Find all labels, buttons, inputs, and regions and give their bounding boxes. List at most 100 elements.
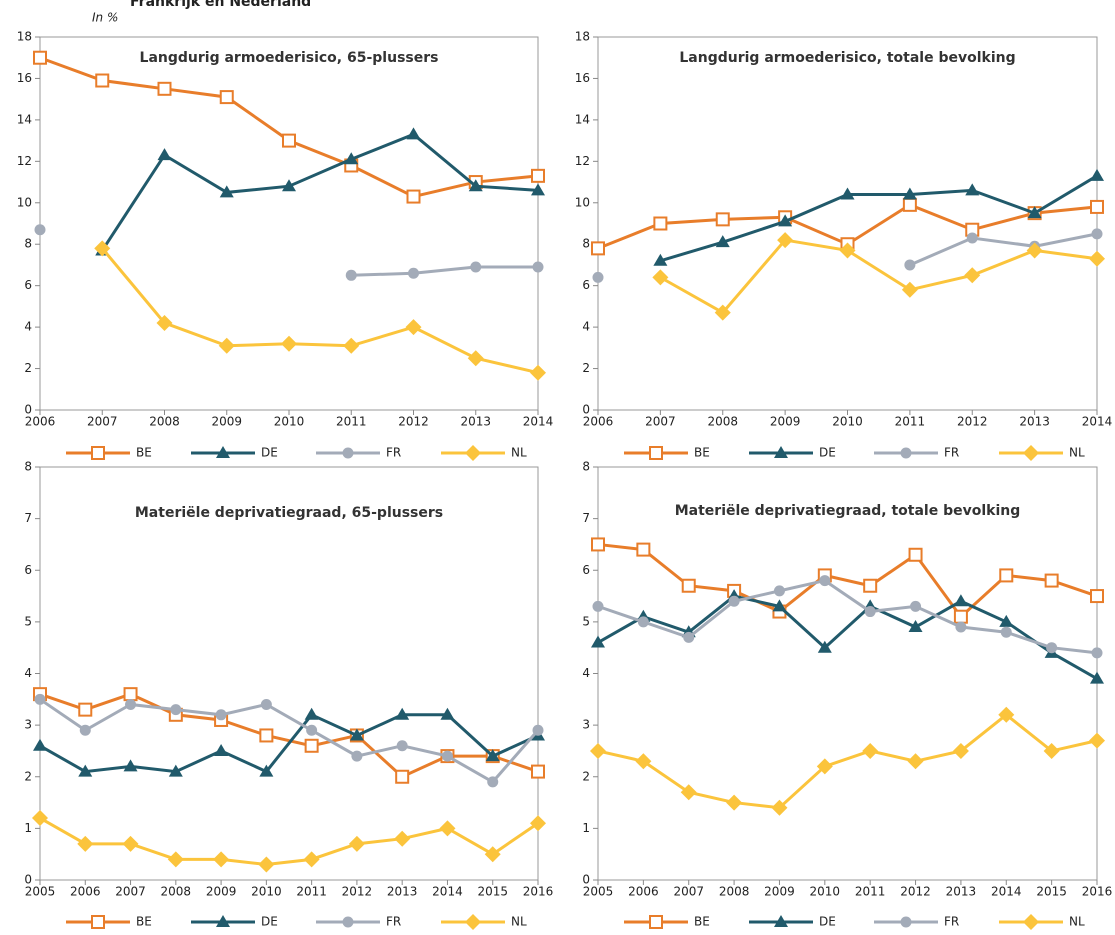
marker [902,187,917,200]
marker [652,269,669,286]
legend-marker [1023,445,1039,461]
x-tick-label: 2012 [957,415,988,429]
marker [78,764,93,777]
marker [715,212,730,227]
marker [636,542,651,557]
x-tick-label: 2007 [673,885,704,899]
y-tick-label: 6 [24,563,32,577]
legend-marker [342,447,354,459]
marker [218,337,235,354]
plot-frame [597,466,1098,881]
series-line [39,816,539,867]
series-line [659,174,1098,263]
marker [304,738,319,753]
marker [777,232,794,249]
marker [910,600,922,612]
x-tick-label: 2009 [770,415,801,429]
x-tick-label: 2008 [707,415,738,429]
marker [1090,589,1104,604]
marker [840,187,855,200]
series-line [101,247,539,375]
marker [122,835,139,852]
x-tick-label: 2005 [583,885,614,899]
marker [681,578,696,593]
marker [259,764,274,777]
marker [214,743,229,756]
marker [908,620,923,633]
marker [532,724,544,736]
legend-label: FR [944,915,959,929]
marker [904,259,916,271]
marker [487,776,499,788]
x-tick-label: 2011 [855,885,886,899]
marker [863,578,878,593]
marker [1090,168,1104,181]
marker [157,81,172,96]
y-tick-label: 2 [24,361,32,375]
y-tick-label: 16 [17,71,32,85]
legend-marker [216,915,230,927]
marker [901,281,918,298]
legend-label: NL [1069,915,1085,929]
marker [907,753,924,770]
x-tick-label: 2014 [432,885,463,899]
series-line [597,712,1098,810]
marker [440,707,455,720]
legend-label: FR [944,446,959,460]
marker [170,704,182,716]
marker [531,168,545,183]
x-tick-label: 2009 [211,415,242,429]
marker [213,851,230,868]
marker [258,856,275,873]
marker [78,702,93,717]
x-tick-label: 2016 [1082,885,1113,899]
marker [591,537,605,552]
x-tick-label: 2008 [719,885,750,899]
marker [282,179,296,192]
y-tick-label: 6 [582,563,590,577]
marker [1000,626,1012,638]
marker [33,50,47,65]
legend-label: DE [819,446,836,460]
marker [281,335,297,352]
series-line [597,594,1098,680]
x-tick-label: 2015 [1036,885,1067,899]
marker [531,183,545,196]
marker [864,606,876,618]
marker [592,271,604,283]
marker [408,267,419,279]
marker [1089,732,1105,749]
x-tick-label: 2006 [25,415,56,429]
marker [351,750,363,762]
marker [998,706,1015,723]
marker [1090,671,1104,684]
marker [590,742,606,759]
marker [306,724,318,736]
y-tick-label: 4 [582,666,590,680]
marker [952,742,969,759]
x-tick-label: 2008 [149,415,180,429]
marker [964,267,981,284]
marker [77,835,94,852]
marker [395,707,410,720]
marker [530,815,546,832]
marker [778,214,793,227]
marker [653,216,668,231]
marker [157,148,172,161]
x-tick-label: 2009 [764,885,795,899]
y-tick-label: 10 [575,195,590,209]
x-tick-label: 2015 [477,885,508,899]
marker [771,799,788,816]
legend-label: BE [136,446,152,460]
y-tick-label: 2 [582,769,590,783]
x-tick-label: 2010 [832,415,863,429]
marker [1027,206,1042,219]
legend-label: BE [694,915,710,929]
marker [395,769,410,784]
marker [1091,228,1103,240]
marker [591,635,605,648]
marker [344,152,359,165]
x-tick-label: 2012 [900,885,931,899]
chart-title: Materiële deprivatiegraad, totale bevolk… [675,503,1021,519]
marker [772,599,787,612]
